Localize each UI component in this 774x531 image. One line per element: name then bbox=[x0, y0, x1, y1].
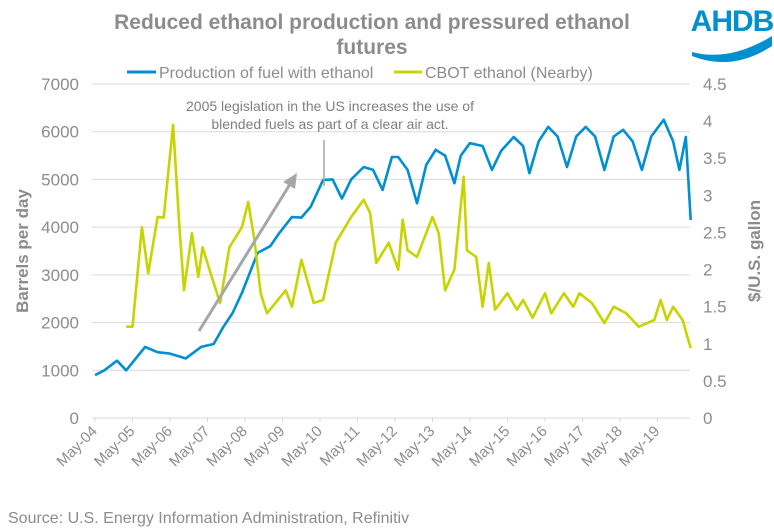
x-tick-label: May-09 bbox=[241, 423, 288, 470]
chart-title-line-1: Reduced ethanol production and pressured… bbox=[114, 11, 630, 34]
x-tick-label: May-13 bbox=[391, 423, 438, 470]
y2-tick-label: 3.5 bbox=[703, 149, 727, 168]
x-tick-label: May-06 bbox=[128, 423, 175, 470]
svg-text:AHDB: AHDB bbox=[691, 5, 774, 38]
y2-tick-label: 0 bbox=[703, 409, 712, 428]
series-line-cbot-ethanol bbox=[126, 123, 692, 349]
y-tick-label: 1000 bbox=[41, 361, 79, 380]
ahdb-logo: AHDB bbox=[691, 5, 774, 63]
y-tick-label: 3000 bbox=[41, 266, 79, 285]
chart-title-line-2: futures bbox=[336, 36, 407, 59]
x-tick-label: May-12 bbox=[353, 423, 400, 470]
annotation-line-1: 2005 legislation in the US increases the… bbox=[186, 98, 474, 114]
y2-tick-label: 0.5 bbox=[703, 372, 727, 391]
legend-label-cbot: CBOT ethanol (Nearby) bbox=[425, 65, 593, 82]
x-tick-label: May-10 bbox=[278, 423, 325, 470]
x-tick-label: May-15 bbox=[466, 423, 513, 470]
x-tick-label: May-08 bbox=[203, 423, 250, 470]
y-tick-label: 5000 bbox=[41, 170, 79, 189]
y2-tick-label: 4.5 bbox=[703, 75, 727, 94]
legend: Production of fuel with ethanol CBOT eth… bbox=[127, 65, 593, 82]
y2-tick-label: 2.5 bbox=[703, 223, 727, 242]
y-tick-label: 0 bbox=[70, 409, 79, 428]
x-tick-label: May-07 bbox=[166, 423, 213, 470]
y-tick-label: 4000 bbox=[41, 218, 79, 237]
source-note: Source: U.S. Energy Information Administ… bbox=[8, 510, 409, 527]
y2-tick-label: 3 bbox=[703, 186, 712, 205]
x-tick-label: May-18 bbox=[578, 423, 625, 470]
annotation-line-2: blended fuels as part of a clear air act… bbox=[211, 116, 448, 132]
y-tick-label: 6000 bbox=[41, 123, 79, 142]
y-tick-label: 7000 bbox=[41, 75, 79, 94]
x-tick-label: May-14 bbox=[428, 423, 475, 470]
right-axis-ticks: 0 0.5 1 1.5 2 2.5 3 3.5 4 4.5 bbox=[703, 75, 727, 428]
y2-tick-label: 4 bbox=[703, 112, 712, 131]
right-axis-title: $/U.S. gallon bbox=[745, 200, 764, 302]
x-tick-label: May-19 bbox=[616, 423, 663, 470]
y2-tick-label: 1.5 bbox=[703, 298, 727, 317]
annotation: 2005 legislation in the US increases the… bbox=[186, 98, 474, 332]
y-tick-label: 2000 bbox=[41, 314, 79, 333]
x-tick-label: May-05 bbox=[91, 423, 138, 470]
series-lines bbox=[94, 118, 692, 377]
trend-arrow bbox=[197, 180, 294, 332]
left-axis-ticks: 0 1000 2000 3000 4000 5000 6000 7000 bbox=[41, 75, 79, 428]
x-tick-label: May-04 bbox=[53, 423, 100, 470]
x-tick-label: May-16 bbox=[503, 423, 550, 470]
x-axis-ticks: May-04May-05May-06May-07May-08May-09May-… bbox=[53, 418, 663, 470]
y2-tick-label: 2 bbox=[703, 261, 712, 280]
series-line-production bbox=[94, 118, 692, 377]
x-tick-label: May-17 bbox=[541, 423, 588, 470]
gridlines bbox=[92, 83, 690, 419]
trend-arrow-head bbox=[283, 173, 297, 189]
legend-label-production: Production of fuel with ethanol bbox=[159, 65, 373, 82]
left-axis-title: Barrels per day bbox=[13, 189, 32, 313]
y2-tick-label: 1 bbox=[703, 335, 712, 354]
